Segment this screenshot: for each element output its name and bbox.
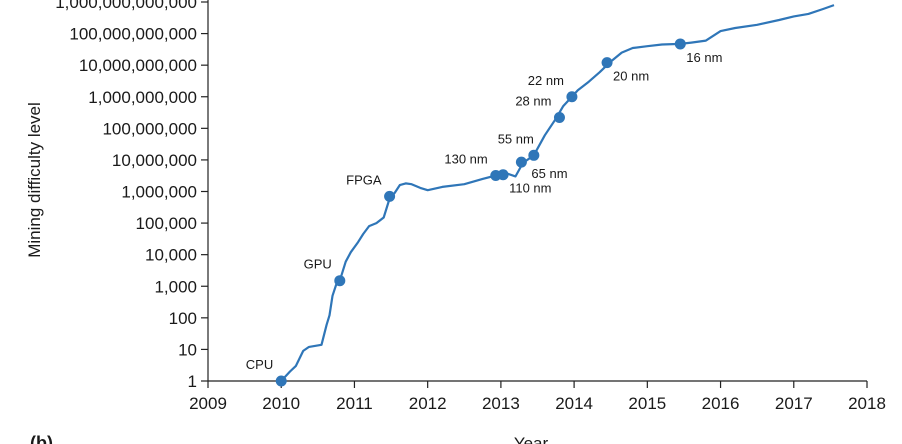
point-label: 22 nm — [528, 73, 564, 88]
x-tick-label: 2012 — [409, 394, 447, 413]
point-label: CPU — [246, 357, 273, 372]
y-axis-title: Mining difficulty level — [25, 102, 44, 258]
point-label: 20 nm — [613, 69, 649, 84]
panel-label: (b) — [30, 433, 53, 444]
data-point — [275, 375, 287, 387]
data-point — [334, 275, 346, 287]
y-tick-label: 100,000 — [136, 214, 197, 233]
point-label: 16 nm — [686, 50, 722, 65]
x-tick-label: 2010 — [262, 394, 300, 413]
data-point — [515, 156, 527, 168]
y-tick-label: 1,000 — [154, 277, 197, 296]
y-tick-label: 100,000,000 — [102, 119, 197, 138]
x-tick-label: 2011 — [336, 394, 373, 413]
y-tick-label: 100 — [169, 309, 197, 328]
x-tick-label: 2014 — [555, 394, 593, 413]
y-tick-label: 1,000,000 — [121, 183, 197, 202]
x-tick-label: 2015 — [628, 394, 666, 413]
y-tick-label: 100,000,000,000 — [69, 25, 197, 44]
point-label: 55 nm — [498, 131, 534, 146]
y-tick-label: 10,000,000,000 — [79, 56, 197, 75]
y-tick-label: 1 — [188, 372, 197, 391]
data-point — [528, 149, 540, 161]
point-label: 28 nm — [515, 94, 551, 109]
point-label: GPU — [304, 257, 332, 272]
y-tick-label: 10,000,000 — [112, 151, 197, 170]
series-line — [280, 4, 835, 382]
x-tick-label: 2016 — [702, 394, 740, 413]
point-label: 110 nm — [509, 181, 551, 196]
y-tick-label: 1,000,000,000 — [88, 88, 197, 107]
series-layer — [280, 4, 835, 382]
point-label: 130 nm — [444, 152, 487, 167]
y-tick-label: 10,000 — [145, 246, 197, 265]
x-axis-title: Year — [514, 434, 549, 444]
point-label: FPGA — [346, 172, 382, 187]
data-point — [553, 112, 565, 124]
y-tick-label: 10 — [178, 340, 197, 359]
data-point — [566, 91, 578, 103]
point-label: 65 nm — [531, 166, 567, 181]
data-point — [601, 57, 613, 69]
data-point — [384, 190, 396, 202]
x-tick-label: 2013 — [482, 394, 520, 413]
data-point — [674, 38, 686, 50]
x-tick-label: 2017 — [775, 394, 813, 413]
data-point — [497, 169, 509, 181]
x-tick-label: 2018 — [848, 394, 886, 413]
x-tick-label: 2009 — [189, 394, 227, 413]
y-tick-label: 1,000,000,000,000 — [55, 0, 197, 12]
axes-layer: 1 10 100 1,000 10,000 100,000 1,000,000 10,000,… — [55, 0, 886, 413]
